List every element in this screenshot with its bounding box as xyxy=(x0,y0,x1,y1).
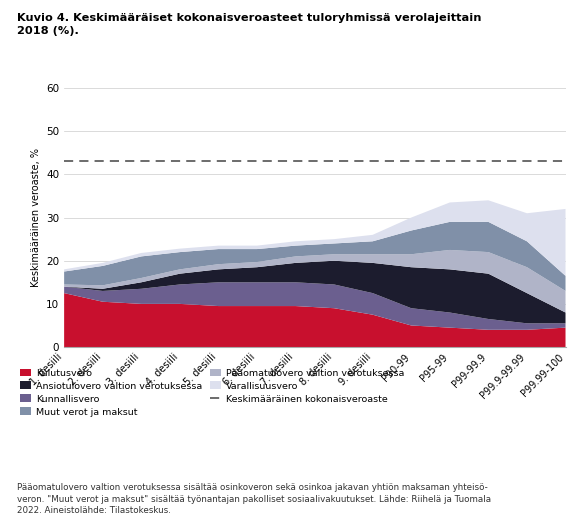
Text: Kuvio 4. Keskimääräiset kokonaisveroasteet tuloryhmissä verolajeittain
2018 (%).: Kuvio 4. Keskimääräiset kokonaisveroaste… xyxy=(17,13,482,36)
Legend: Kulutusvero, Ansiotulovero valtion verotuksessa, Kunnallisvero, Muut verot ja ma: Kulutusvero, Ansiotulovero valtion verot… xyxy=(16,365,408,420)
Y-axis label: Keskimääräinen veroaste, %: Keskimääräinen veroaste, % xyxy=(30,148,41,287)
Text: Pääomatulovero valtion verotuksessa sisältää osinkoveron sekä osinkoa jakavan yh: Pääomatulovero valtion verotuksessa sisä… xyxy=(17,483,491,515)
